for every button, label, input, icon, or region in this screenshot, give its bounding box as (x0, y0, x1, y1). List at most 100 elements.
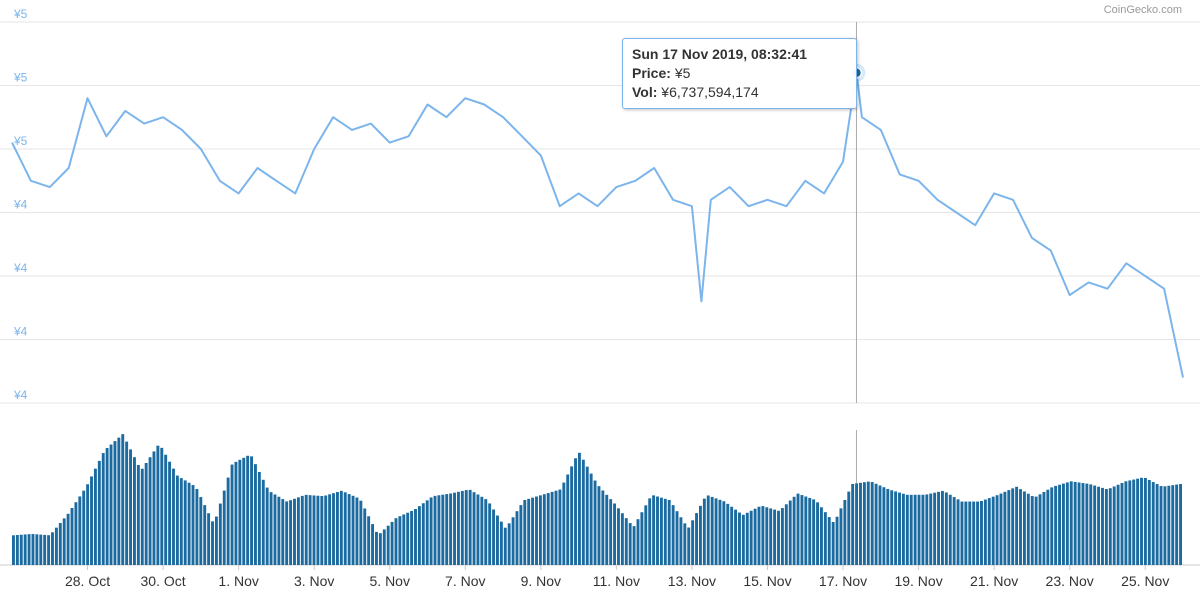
volume-bar (925, 494, 929, 565)
volume-bar (293, 498, 296, 565)
volume-bar (320, 496, 324, 565)
volume-bar (476, 494, 480, 565)
volume-bar (273, 494, 277, 565)
volume-bar (499, 521, 503, 565)
volume-bar (31, 534, 35, 565)
volume-bar (933, 492, 937, 565)
volume-bar (574, 458, 577, 565)
volume-bar (741, 514, 745, 565)
volume-bar (542, 494, 546, 565)
volume-bar (351, 495, 355, 565)
volume-bar (39, 534, 43, 565)
volume-bar (1077, 482, 1081, 565)
volume-bar (230, 464, 234, 565)
volume-bar (960, 501, 964, 565)
volume-bar (367, 516, 371, 565)
volume-bar (1175, 484, 1179, 565)
volume-bar (777, 510, 780, 565)
y-tick-label: ¥5 (13, 71, 28, 85)
volume-bar (546, 493, 550, 565)
volume-bar (656, 496, 659, 565)
volume-bar (460, 490, 464, 565)
volume-bar (15, 535, 19, 565)
volume-bar (1093, 485, 1097, 565)
volume-bar (187, 482, 191, 565)
volume-bar (378, 533, 382, 565)
volume-bar (1007, 490, 1011, 565)
volume-bar (773, 509, 777, 565)
volume-bar (812, 499, 816, 565)
volume-bar (964, 501, 968, 565)
volume-bar (121, 434, 125, 565)
x-tick-label: 25. Nov (1121, 573, 1169, 589)
volume-bar (558, 489, 562, 565)
credit-label[interactable]: CoinGecko.com (1103, 4, 1182, 16)
volume-bar (1073, 481, 1077, 565)
volume-bar (179, 478, 183, 565)
volume-bar (66, 513, 70, 565)
volume-bar (628, 523, 632, 565)
y-tick-label: ¥4 (13, 198, 28, 212)
volume-bar (843, 499, 847, 565)
volume-bar (905, 494, 909, 565)
volume-bar (355, 497, 359, 565)
volume-bar (359, 500, 363, 565)
volume-bar (269, 492, 273, 565)
volume-bar (464, 490, 468, 565)
volume-bar (531, 497, 535, 565)
volume-bar (437, 495, 441, 565)
x-tick-label: 30. Oct (141, 573, 186, 589)
volume-bar (757, 506, 761, 565)
volume-bar (1026, 493, 1030, 565)
volume-bar (702, 498, 706, 565)
volume-bar (289, 500, 293, 565)
volume-bar (792, 496, 796, 565)
volume-bar (257, 471, 261, 565)
volume-bar (831, 521, 835, 565)
volume-bar (597, 486, 601, 565)
volume-bar (780, 508, 784, 565)
volume-bar (804, 496, 808, 565)
volume-bar (593, 480, 597, 565)
y-tick-label: ¥4 (13, 325, 28, 339)
volume-bar (242, 457, 246, 565)
x-tick-label: 13. Nov (668, 573, 716, 589)
volume-bar (47, 535, 51, 565)
volume-bar (1054, 485, 1058, 565)
volume-bar (901, 493, 905, 565)
volume-bar (425, 500, 429, 565)
volume-bar (136, 465, 140, 565)
volume-bar (585, 466, 589, 565)
volume-bar (19, 534, 23, 565)
volume-bar (277, 496, 281, 565)
volume-bar (35, 534, 39, 565)
volume-bar (332, 493, 335, 565)
volume-bar (238, 459, 242, 565)
volume-bar (328, 494, 332, 565)
volume-bar (730, 506, 734, 565)
volume-bar (640, 512, 644, 565)
volume-bar (886, 488, 890, 565)
volume-bar (511, 517, 515, 565)
volume-bar (620, 513, 624, 565)
volume-bar (218, 503, 222, 565)
volume-bar (898, 492, 901, 565)
volume-bar (398, 516, 402, 565)
volume-bar (339, 490, 343, 565)
tooltip-vol-row: Vol: ¥6,737,594,174 (632, 84, 759, 100)
volume-bar (589, 473, 593, 565)
volume-bar (117, 437, 121, 565)
volume-bar (636, 519, 640, 565)
volume-bar (1030, 496, 1034, 565)
x-axis-ticks: 28. Oct 30. Oct 1. Nov 3. Nov 5. Nov 7. Nov 9.… (65, 565, 1169, 589)
volume-bar (632, 526, 636, 565)
volume-bar (581, 459, 585, 565)
volume-bar (207, 513, 211, 565)
volume-bar (1171, 485, 1175, 565)
volume-bar (823, 512, 827, 565)
volume-bar (917, 494, 921, 565)
volume-bar (1128, 480, 1132, 565)
volume-bar (1143, 477, 1147, 565)
volume-bar (203, 505, 207, 565)
volume-bar (285, 501, 289, 565)
